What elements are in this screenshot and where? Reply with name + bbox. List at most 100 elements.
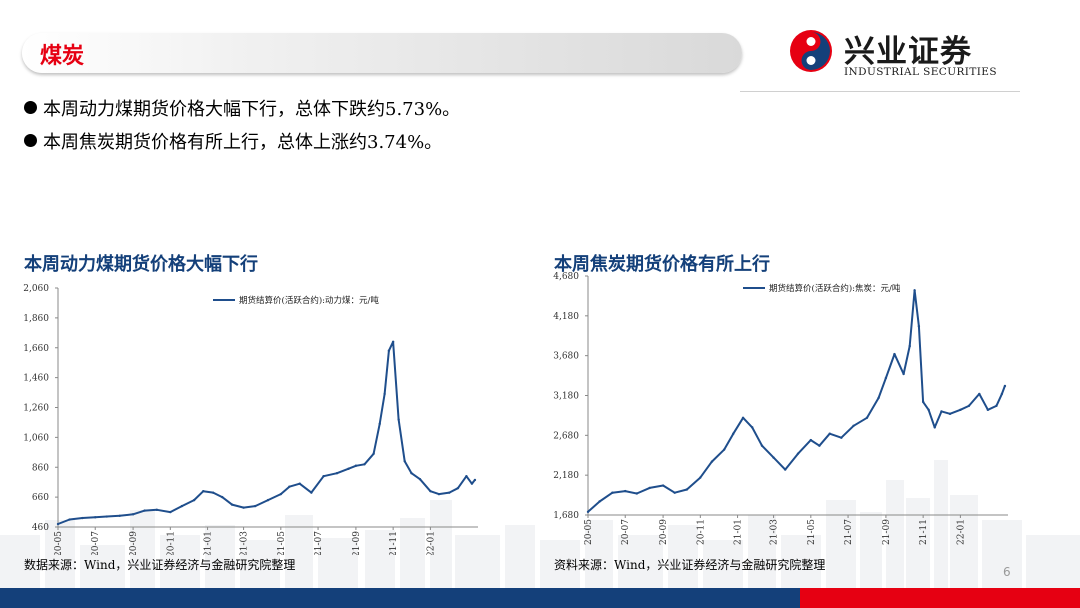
data-point bbox=[202, 489, 205, 493]
data-point bbox=[809, 438, 813, 442]
y-tick-label: 1,460 bbox=[23, 374, 49, 384]
y-tick-label: 2,060 bbox=[23, 284, 49, 294]
data-point bbox=[732, 432, 735, 435]
chart-coke: 1,680 2,180 2,680 3,180 3,680 4,180 4,680 20-05… bbox=[553, 272, 1008, 545]
y-tick-label: 1,860 bbox=[23, 314, 49, 324]
x-tick-label: 21-09 bbox=[352, 531, 362, 555]
y-tick-label: 3,180 bbox=[553, 392, 579, 402]
data-point bbox=[940, 410, 943, 413]
chart-thermal-coal: 460 660 860 1,060 1,260 1,460 1,660 1,860 2,060 2… bbox=[23, 284, 478, 555]
section-title: 煤炭 bbox=[40, 44, 85, 69]
data-point bbox=[840, 436, 843, 439]
data-point bbox=[948, 412, 952, 416]
data-point bbox=[760, 444, 764, 447]
bullet-item: 本周动力煤期货价格大幅下行，总体下跌约5.73%。 bbox=[24, 97, 460, 130]
data-point bbox=[661, 484, 665, 487]
data-point bbox=[893, 352, 896, 356]
x-tick-label: 21-05 bbox=[807, 519, 817, 545]
data-point bbox=[68, 518, 71, 521]
data-point bbox=[995, 404, 998, 408]
y-tick-label: 1,680 bbox=[553, 511, 579, 521]
data-point bbox=[865, 416, 869, 420]
data-point bbox=[266, 498, 270, 502]
data-point bbox=[927, 408, 930, 412]
x-tick-label: 21-11 bbox=[919, 519, 929, 545]
bullet-text: 本周动力煤期货价格大幅下行，总体下跌约5.73%。 bbox=[43, 99, 461, 120]
data-point bbox=[1003, 384, 1007, 388]
data-point bbox=[1000, 392, 1004, 396]
data-point bbox=[418, 478, 422, 481]
x-tick-label: 21-07 bbox=[314, 531, 324, 555]
data-point bbox=[456, 486, 460, 490]
data-point bbox=[131, 513, 135, 516]
skyline-decoration bbox=[0, 460, 1080, 588]
y-tick-label: 1,260 bbox=[23, 404, 49, 414]
data-point bbox=[378, 422, 381, 426]
series-line bbox=[587, 289, 1006, 513]
x-tick-label: 20-09 bbox=[659, 519, 669, 545]
data-point bbox=[429, 489, 432, 493]
x-tick-label: 20-07 bbox=[621, 519, 631, 545]
x-tick-label: 20-11 bbox=[166, 531, 176, 555]
data-point bbox=[221, 495, 224, 499]
data-point bbox=[828, 432, 831, 435]
x-tick-label: 20-05 bbox=[584, 519, 594, 545]
y-tick-label: 4,680 bbox=[553, 272, 579, 282]
data-point bbox=[648, 486, 651, 490]
data-point bbox=[917, 324, 921, 328]
data-point bbox=[710, 460, 714, 463]
data-point bbox=[470, 482, 474, 485]
data-point bbox=[673, 491, 676, 494]
data-point bbox=[211, 491, 215, 494]
series-line bbox=[57, 340, 476, 525]
y-tick-label: 860 bbox=[32, 463, 49, 473]
y-tick-label: 1,660 bbox=[23, 344, 49, 354]
bullet-dot-icon bbox=[24, 134, 37, 147]
summary-bullets: 本周动力煤期货价格大幅下行，总体下跌约5.73%。 本周焦炭期货价格有所上行，总… bbox=[24, 97, 460, 163]
x-tick-label: 21-11 bbox=[389, 531, 399, 555]
data-point bbox=[192, 498, 196, 502]
data-point bbox=[635, 492, 639, 495]
data-point bbox=[473, 478, 477, 482]
data-point bbox=[818, 444, 821, 447]
y-tick-label: 2,680 bbox=[553, 431, 579, 441]
data-point bbox=[699, 476, 702, 479]
chart-title-thermal-coal: 本周动力煤期货价格大幅下行 bbox=[24, 254, 258, 275]
data-point bbox=[908, 344, 911, 348]
data-point bbox=[180, 504, 184, 508]
chart-source-coke: 资料来源：Wind，兴业证券经济与金融研究院整理 bbox=[554, 558, 826, 572]
data-point bbox=[383, 392, 386, 396]
data-point bbox=[94, 516, 97, 519]
logo-english-name: INDUSTRIAL SECURITIES bbox=[844, 66, 997, 78]
x-tick-label: 21-03 bbox=[240, 531, 250, 555]
legend-label: 期货结算价(活跃合约):动力煤：元/吨 bbox=[239, 295, 379, 306]
data-point bbox=[933, 426, 936, 429]
y-tick-label: 4,180 bbox=[553, 312, 579, 322]
data-point bbox=[335, 472, 339, 475]
data-point bbox=[279, 492, 283, 496]
y-tick-label: 3,680 bbox=[553, 352, 579, 362]
data-point bbox=[967, 404, 971, 408]
logo-mark-icon bbox=[790, 30, 832, 72]
data-point bbox=[586, 510, 590, 514]
data-point bbox=[81, 516, 84, 520]
data-point bbox=[465, 475, 468, 478]
data-point bbox=[624, 489, 627, 493]
legend-label: 期货结算价(活跃合约):焦炭：元/吨 bbox=[769, 283, 901, 294]
data-point bbox=[913, 289, 916, 292]
data-point bbox=[685, 488, 689, 491]
bullet-dot-icon bbox=[24, 101, 37, 114]
data-point bbox=[310, 491, 313, 494]
data-point bbox=[611, 491, 614, 494]
data-point bbox=[796, 452, 800, 455]
data-point bbox=[242, 506, 245, 509]
data-point bbox=[56, 522, 60, 526]
data-point bbox=[722, 448, 726, 451]
data-point bbox=[783, 468, 787, 471]
x-tick-label: 22-01 bbox=[426, 531, 436, 555]
x-tick-label: 20-11 bbox=[696, 519, 706, 545]
data-point bbox=[347, 467, 350, 470]
y-tick-label: 460 bbox=[32, 523, 49, 533]
data-point bbox=[322, 475, 325, 478]
x-tick-label: 22-01 bbox=[956, 519, 966, 545]
